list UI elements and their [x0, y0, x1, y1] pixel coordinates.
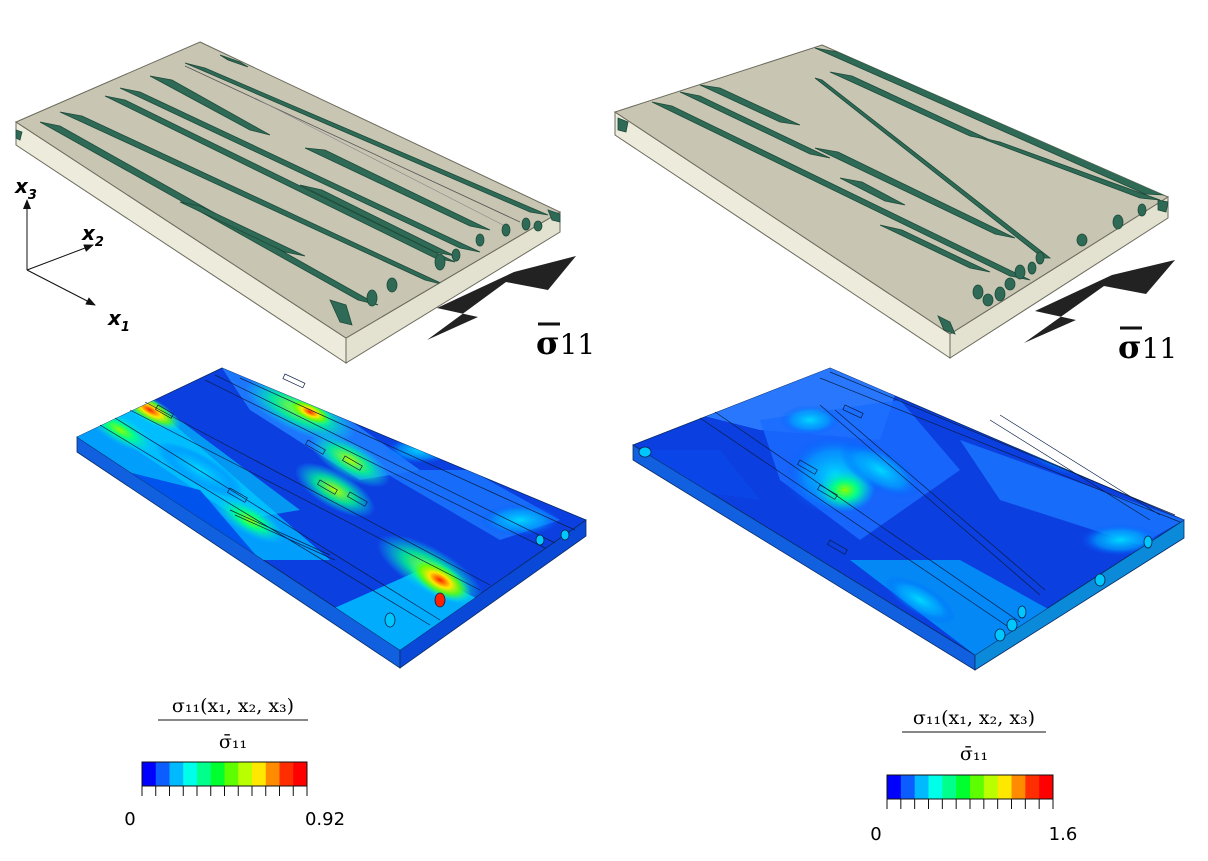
- fiber-ends-right: [638, 446, 1153, 642]
- axis-label-x3: x3: [14, 174, 37, 203]
- legend-left-max: 0.92: [305, 809, 345, 830]
- colorbar-swatch: [1039, 775, 1054, 799]
- colorbar-swatch: [279, 762, 294, 786]
- microstructure-right: [613, 44, 1175, 359]
- legend-left: σ₁₁(x₁, x₂, x₃) σ̄₁₁ 0 0.92: [124, 695, 345, 830]
- colorbar-swatch: [293, 762, 308, 786]
- colorbar-swatch: [183, 762, 198, 786]
- load-arrow-left: [427, 256, 576, 340]
- stress-contour-left: [76, 367, 587, 669]
- colorbar-swatch: [197, 762, 212, 786]
- colorbar-swatch: [970, 775, 985, 799]
- colorbar-swatch: [265, 762, 280, 786]
- legend-left-numerator: σ₁₁(x₁, x₂, x₃): [172, 695, 294, 717]
- colorbar-swatch: [252, 762, 267, 786]
- legend-left-denominator: σ̄₁₁: [219, 731, 247, 753]
- svg-text:σ11: σ11: [536, 324, 595, 362]
- legend-right-denominator: σ̄₁₁: [960, 743, 988, 765]
- fiber-strips-right: [651, 47, 1166, 281]
- stress-contour-right: [632, 367, 1185, 671]
- coordinate-axes: x3 x2 x1: [14, 174, 130, 335]
- load-arrow-right: [1024, 260, 1175, 343]
- svg-text:σ11: σ11: [1118, 328, 1177, 366]
- colorbar-swatch: [155, 762, 170, 786]
- axis-label-x1: x1: [107, 306, 130, 335]
- legend-right-min: 0: [870, 824, 881, 845]
- fiber-sections-right: [617, 117, 1169, 335]
- legend-right-numerator: σ₁₁(x₁, x₂, x₃): [913, 707, 1035, 729]
- fiber-grooves-right: [699, 371, 1181, 629]
- colorbar-swatch: [983, 775, 999, 799]
- colorbar-swatch: [942, 775, 957, 799]
- colorbar-swatch: [142, 762, 157, 786]
- colorbar-swatch: [238, 762, 253, 786]
- legend-right: σ₁₁(x₁, x₂, x₃) σ̄₁₁ 0 1.6: [870, 707, 1077, 845]
- colorbar-right: [886, 774, 1054, 809]
- fiber-sections-left: [15, 129, 561, 326]
- load-sub-left: 11: [560, 328, 596, 361]
- colorbar-swatch: [900, 775, 916, 799]
- load-symbol-left: σ: [536, 324, 560, 362]
- contour-fields-right: [640, 368, 1184, 655]
- colorbar-swatch: [224, 762, 239, 786]
- colorbar-swatch: [997, 775, 1012, 799]
- colorbar-swatch: [956, 775, 971, 799]
- colorbar-swatch: [169, 762, 184, 786]
- colorbar-swatch: [1011, 775, 1026, 799]
- legend-right-max: 1.6: [1049, 824, 1078, 845]
- axis-label-x2: x2: [81, 221, 104, 250]
- colorbar-swatch: [210, 762, 225, 786]
- colorbar-swatch: [914, 775, 929, 799]
- load-label-right: σ11: [1118, 326, 1177, 366]
- colorbar-swatch: [1025, 775, 1040, 799]
- colorbar-left: [141, 761, 308, 796]
- microstructure-left: [14, 41, 576, 364]
- fiber-grooves-left: [99, 373, 576, 626]
- fiber-strips-left: [39, 54, 549, 306]
- load-sub-right: 11: [1142, 332, 1178, 365]
- colorbar-swatch: [928, 775, 943, 799]
- fiber-ends-left: [384, 529, 570, 628]
- legend-left-min: 0: [124, 809, 135, 830]
- load-symbol-right: σ: [1118, 328, 1142, 366]
- load-label-left: σ11: [536, 322, 595, 362]
- colorbar-swatch: [887, 775, 902, 799]
